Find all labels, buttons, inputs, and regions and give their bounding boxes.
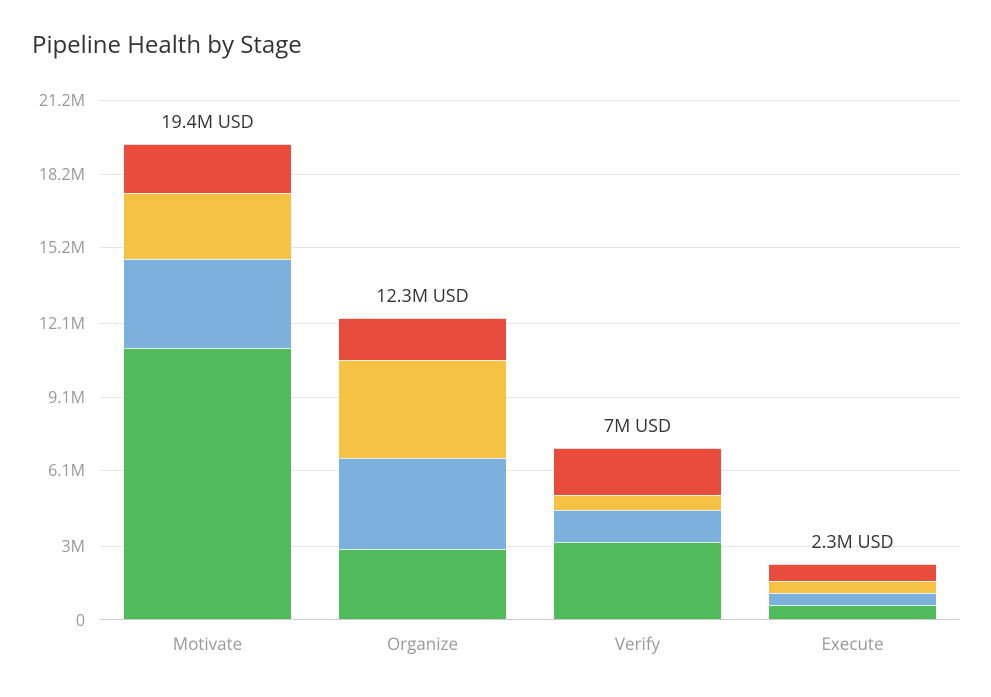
y-tick-label: 0 [76, 609, 85, 631]
bar-segment-green [339, 549, 507, 620]
bar-segment-green [124, 348, 292, 620]
bar-segment-yellow [554, 495, 722, 510]
bar-segment-green [769, 605, 937, 620]
bar-segment-yellow [124, 193, 292, 259]
bar-segment-red [769, 564, 937, 581]
y-axis: 03M6.1M9.1M12.1M15.2M18.2M21.2M [0, 100, 100, 620]
bars-layer: 19.4M USD12.3M USD7M USD2.3M USD [100, 100, 960, 620]
bar-total-label: 7M USD [470, 414, 805, 438]
y-tick-label: 3M [61, 535, 85, 557]
bar-segment-yellow [339, 360, 507, 458]
bar-total-label: 2.3M USD [685, 530, 991, 554]
y-tick-label: 12.1M [39, 312, 85, 334]
y-tick-label: 9.1M [48, 386, 85, 408]
x-axis: Motivate Organize Verify Execute [100, 620, 960, 660]
bar-total-label: 12.3M USD [255, 284, 590, 308]
y-tick-label: 6.1M [48, 459, 85, 481]
y-tick-label: 18.2M [39, 163, 85, 185]
bar-segment-blue [769, 593, 937, 605]
pipeline-health-chart: Pipeline Health by Stage 0 3M 6.1M 9.1M 12.1… [0, 0, 991, 697]
chart-title: Pipeline Health by Stage [32, 28, 302, 61]
bar-segment-yellow [769, 581, 937, 593]
bar-segment-blue [339, 458, 507, 549]
bar-total-label: 19.4M USD [40, 110, 375, 134]
x-tick-label: Execute [821, 632, 883, 655]
x-tick-label: Organize [387, 632, 458, 655]
bar-segment-red [124, 144, 292, 193]
x-tick-label: Verify [615, 632, 660, 655]
bar-segment-red [554, 448, 722, 495]
bar-segment-red [339, 318, 507, 360]
x-tick-label: Motivate [173, 632, 242, 655]
y-tick-label: 15.2M [39, 236, 85, 258]
y-tick-label: 21.2M [39, 89, 85, 111]
plot-area: 19.4M USD12.3M USD7M USD2.3M USD [100, 100, 960, 620]
